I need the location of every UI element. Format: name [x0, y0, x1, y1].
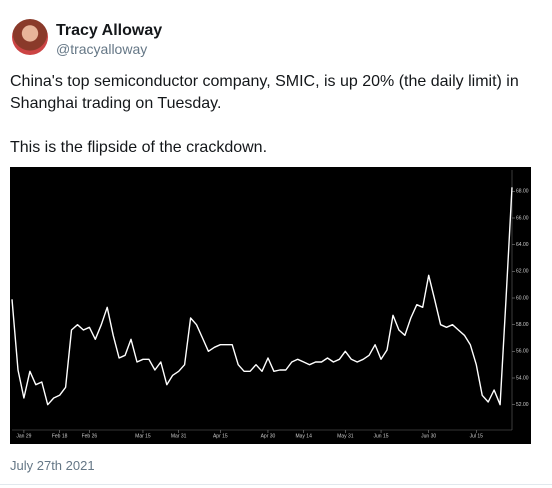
y-tick-label: 68.00 [516, 189, 529, 195]
post-date[interactable]: July 27th 2021 [10, 458, 95, 473]
chart-background [10, 167, 531, 444]
x-tick-label: Jul 15 [470, 433, 484, 439]
x-tick-label: Apr 15 [213, 433, 228, 439]
y-tick-label: 54.00 [516, 375, 529, 381]
x-tick-label: Feb 18 [52, 433, 68, 439]
x-tick-label: Jun 30 [421, 433, 436, 439]
x-tick-label: Mar 31 [171, 433, 187, 439]
price-line [11, 187, 513, 406]
separator [0, 484, 552, 485]
y-tick-label: 64.00 [516, 242, 529, 248]
x-tick-label: Feb 26 [82, 433, 98, 439]
y-tick-label: 66.00 [516, 215, 529, 221]
paragraph: This is the flipside of the crackdown. [10, 139, 268, 156]
paragraph: China's top semiconductor company, SMIC,… [10, 73, 519, 112]
x-tick-label: Apr 30 [261, 433, 276, 439]
tweet-text: China's top semiconductor company, SMIC,… [10, 71, 540, 181]
y-tick-label: 62.00 [516, 269, 529, 275]
y-tick-label: 60.00 [516, 295, 529, 301]
y-tick-label: 56.00 [516, 349, 529, 355]
y-tick-label: 58.00 [516, 322, 529, 328]
y-tick-label: 52.00 [516, 402, 529, 408]
x-tick-label: Jun 15 [374, 433, 389, 439]
x-tick-label: Jan 29 [16, 433, 31, 439]
avatar[interactable] [12, 19, 48, 55]
author-name[interactable]: Tracy Alloway [56, 22, 163, 39]
x-tick-label: Mar 15 [135, 433, 151, 439]
chart[interactable]: 52.00 54.00 56.00 58.00 60.00 62.00 64.00 66.00… [10, 167, 531, 444]
author-handle[interactable]: @tracyalloway [56, 41, 148, 57]
x-tick-label: May 31 [337, 433, 354, 439]
x-tick-label: May 14 [295, 433, 312, 439]
